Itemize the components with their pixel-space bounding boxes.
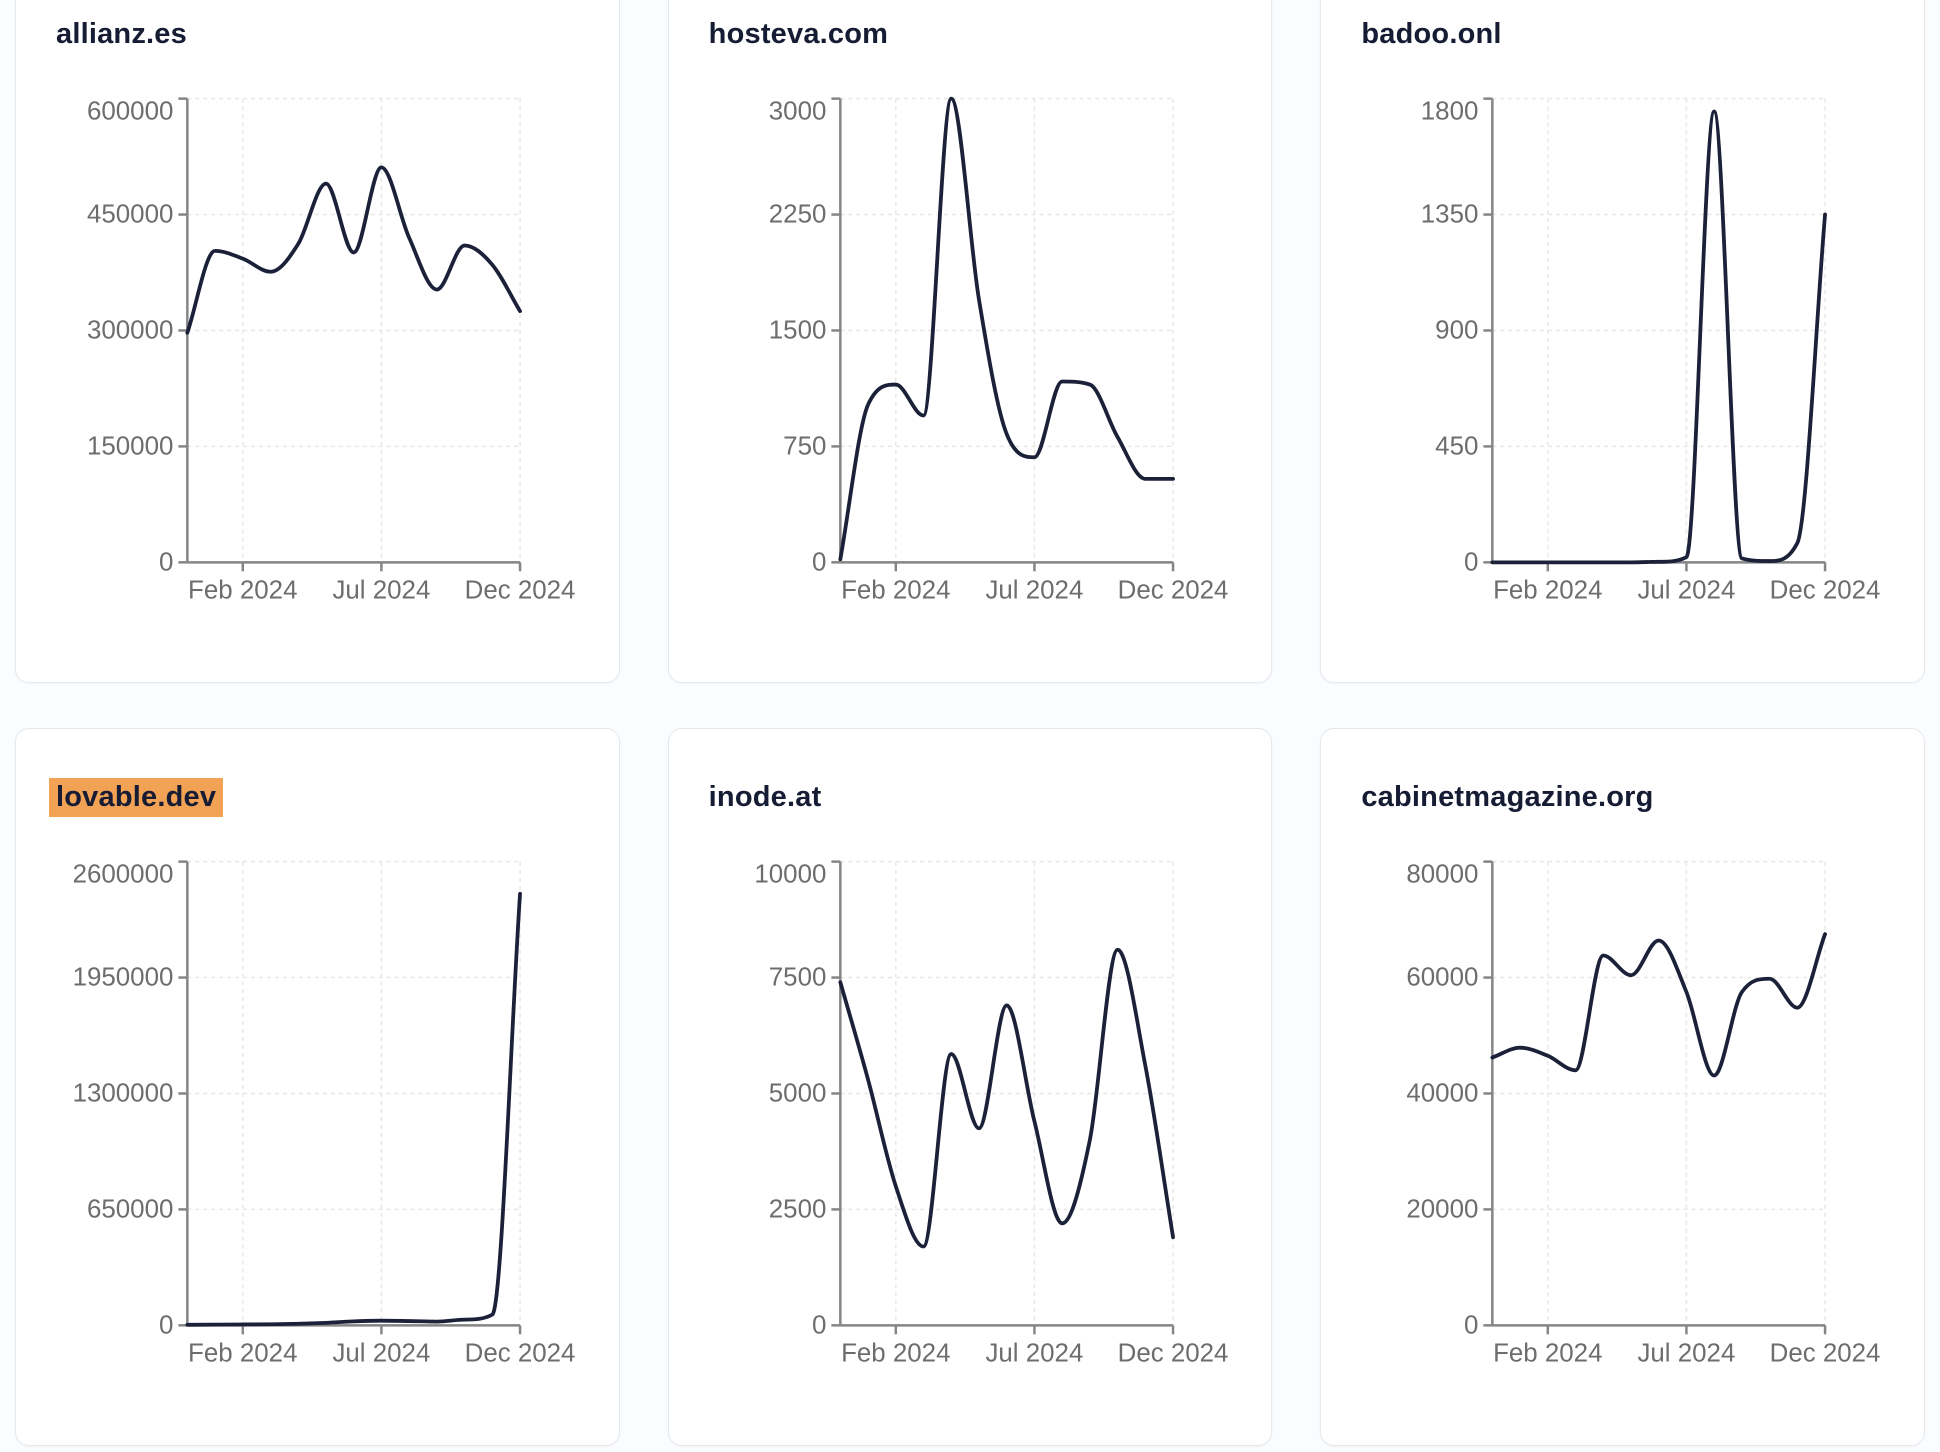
y-tick-label: 1300000 [73,1079,174,1107]
series-line-path [185,891,522,1327]
y-tick-label: 2250 [768,201,826,229]
series-line-path [1490,109,1828,565]
x-tick-label: Jul 2024 [1638,576,1736,604]
y-tick-label: 3000 [768,98,826,126]
y-tick-label: 1500 [768,316,826,344]
y-tick-label: 150000 [87,432,173,460]
chart-title: hosteva.com [709,18,889,51]
x-tick-label: Jul 2024 [985,576,1083,604]
x-tick-label: Dec 2024 [1770,1339,1881,1367]
x-tick-label: Dec 2024 [1117,1339,1228,1367]
y-tick-label: 1950000 [73,964,174,992]
chart-card: allianz.es 0 150000 300000 450000 600000 Feb … [15,0,620,683]
y-tick-label: 2500 [768,1195,826,1223]
x-tick-label: Dec 2024 [1770,576,1881,604]
x-tick-label: Jul 2024 [332,576,430,604]
x-tick-label: Feb 2024 [1493,576,1602,604]
y-tick-label: 0 [1464,1311,1478,1339]
chart-card: lovable.dev 0 650000 1300000 1950000 2600000… [15,728,620,1446]
series-line-path [1490,932,1828,1078]
x-tick-label: Feb 2024 [1493,1339,1602,1367]
x-tick-label: Jul 2024 [985,1339,1083,1367]
x-tick-label: Jul 2024 [332,1339,430,1367]
chart-title: inode.at [709,781,822,814]
chart-title-text: hosteva.com [708,18,889,50]
chart-title-text: inode.at [708,781,822,813]
y-tick-label: 0 [1464,548,1478,576]
y-tick-label: 40000 [1407,1079,1479,1107]
x-tick-label: Dec 2024 [465,1339,576,1367]
chart-title: allianz.es [56,18,187,51]
y-tick-label: 0 [812,1311,826,1339]
y-tick-label: 0 [159,548,173,576]
y-tick-label: 450 [1436,432,1479,460]
gridlines [839,97,1174,564]
chart-title-text-highlighted: lovable.dev [49,778,224,818]
series-line-path [838,96,1175,562]
chart-title: badoo.onl [1361,18,1501,51]
line-chart-svg: 0 750 1500 2250 3000 Feb 2024 Jul 2024 Dec 2024 [768,96,1228,604]
chart-title-text: allianz.es [56,18,187,50]
series-line-path [185,165,522,335]
gridlines [187,860,521,1327]
gridlines [187,97,521,564]
line-chart-svg: 0 150000 300000 450000 600000 Feb 2024 Jul 202… [87,97,576,604]
y-tick-label: 7500 [768,964,826,992]
y-tick-label: 600000 [87,98,173,126]
gridlines [1492,97,1827,564]
x-tick-label: Feb 2024 [188,1339,297,1367]
chart-card: inode.at 0 2500 5000 7500 10000 Feb 2024 Jul 2… [667,728,1273,1446]
chart-card: cabinetmagazine.org 0 20000 40000 60000 8000… [1320,728,1925,1446]
chart-title: cabinetmagazine.org [1361,781,1653,814]
x-tick-label: Dec 2024 [1117,576,1228,604]
y-tick-label: 1800 [1421,98,1479,126]
x-tick-label: Feb 2024 [841,1339,950,1367]
x-tick-label: Feb 2024 [188,576,297,604]
line-chart-svg: 0 450 900 1350 1800 Feb 2024 Jul 2024 Dec 2024 [1421,97,1881,604]
y-tick-label: 450000 [87,201,173,229]
x-tick-label: Dec 2024 [465,576,576,604]
chart-card: hosteva.com 0 750 1500 2250 3000 Feb 2024 Jul … [667,0,1273,683]
line-chart-svg: 0 650000 1300000 1950000 2600000 Feb 2024 Jul … [73,860,576,1367]
y-tick-label: 300000 [87,316,173,344]
y-tick-label: 750 [783,432,826,460]
y-tick-label: 0 [812,548,826,576]
series-line-path [838,947,1175,1249]
y-tick-label: 2600000 [73,861,174,889]
y-tick-label: 900 [1436,316,1479,344]
x-tick-label: Feb 2024 [841,576,950,604]
y-tick-label: 10000 [754,861,826,889]
x-tick-label: Jul 2024 [1638,1339,1736,1367]
y-tick-label: 80000 [1407,861,1479,889]
y-tick-label: 60000 [1407,964,1479,992]
y-tick-label: 0 [159,1311,173,1339]
y-tick-label: 5000 [768,1079,826,1107]
chart-title: lovable.dev [49,778,224,818]
gridlines [1492,860,1827,1327]
gridlines [839,860,1174,1327]
y-tick-label: 650000 [87,1195,173,1223]
line-chart-svg: 0 20000 40000 60000 80000 Feb 2024 Jul 2024 Dec… [1407,860,1881,1367]
line-chart-svg: 0 2500 5000 7500 10000 Feb 2024 Jul 2024 Dec 20… [754,860,1228,1367]
chart-title-text: cabinetmagazine.org [1361,781,1654,813]
y-tick-label: 1350 [1421,201,1479,229]
chart-title-text: badoo.onl [1361,18,1502,50]
y-tick-label: 20000 [1407,1195,1479,1223]
chart-card: badoo.onl 0 450 900 1350 1800 Feb 2024 Jul 202… [1320,0,1925,683]
